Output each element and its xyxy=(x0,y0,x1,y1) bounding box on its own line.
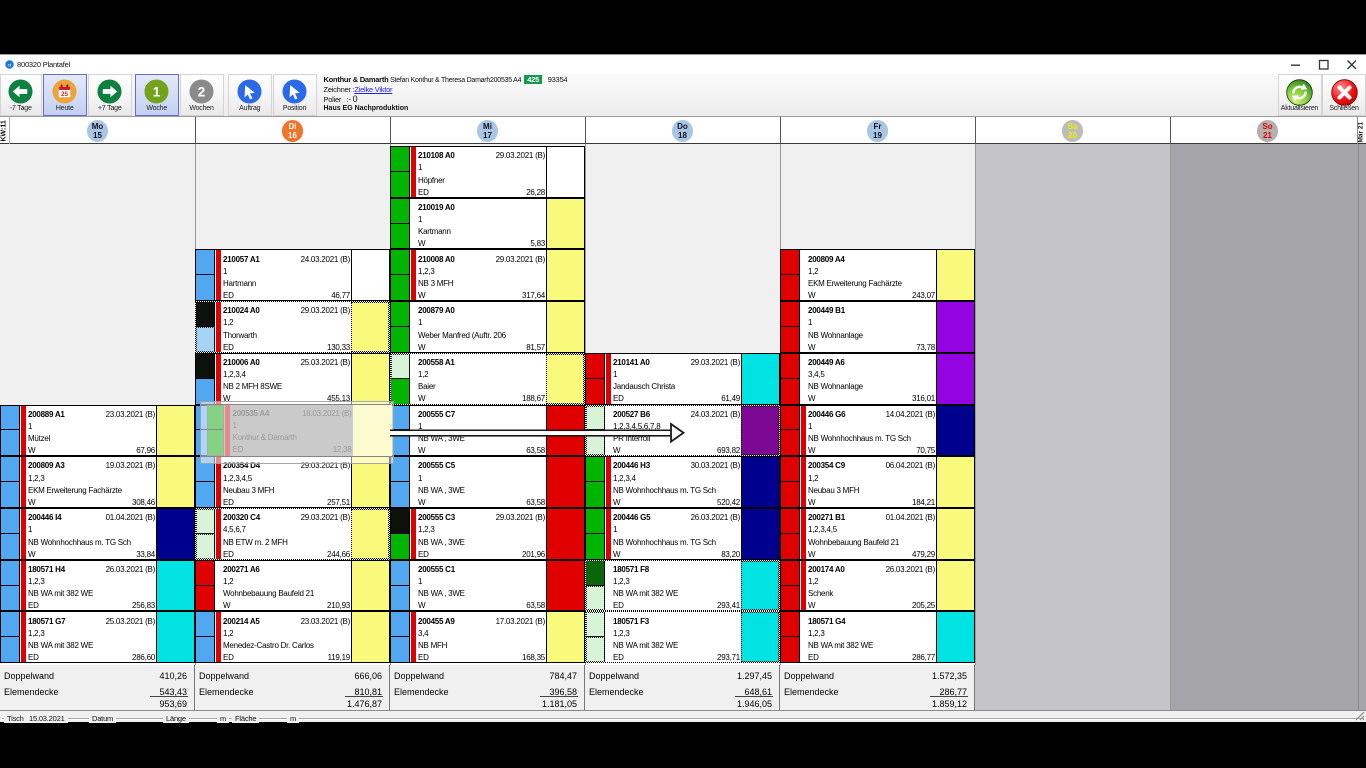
svg-text:ct: ct xyxy=(8,62,12,68)
svg-text:2: 2 xyxy=(198,85,205,100)
svg-text:25: 25 xyxy=(61,91,68,98)
svg-text:1: 1 xyxy=(153,85,161,100)
